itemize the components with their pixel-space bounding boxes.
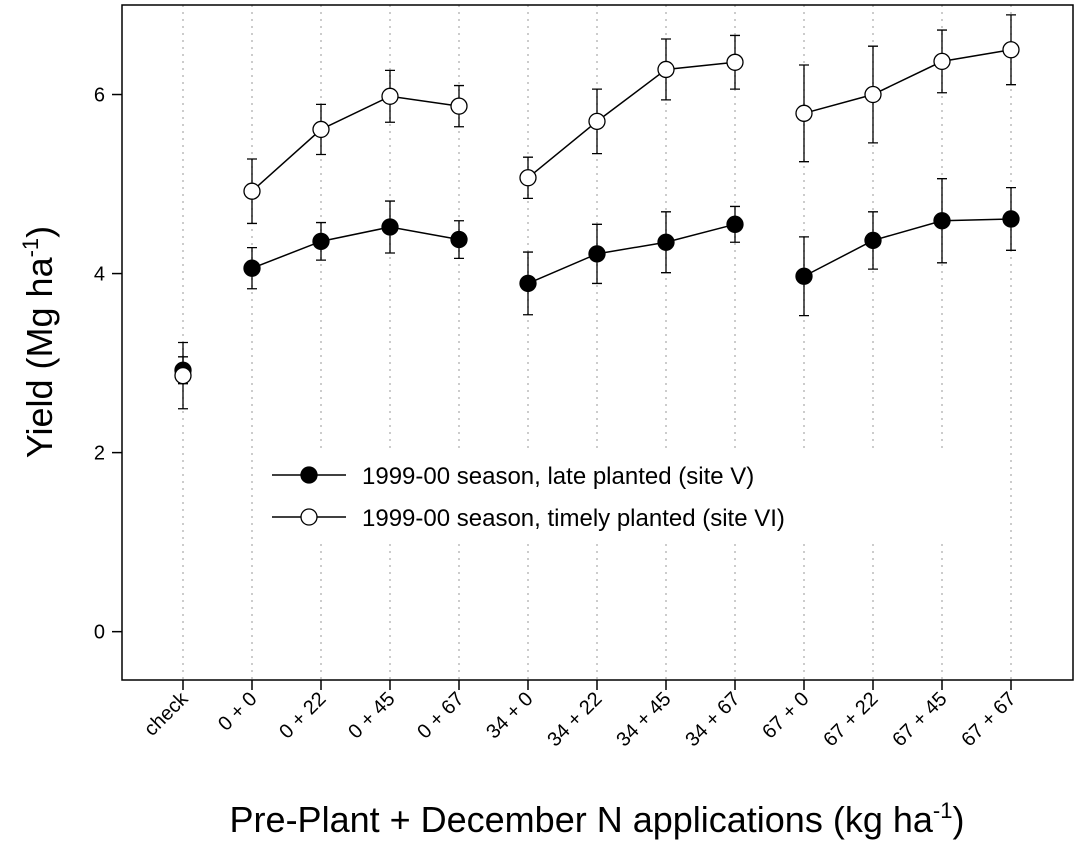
y-axis-title-text: Yield (Mg ha [19, 256, 60, 458]
marker [864, 231, 882, 250]
x-axis-title: Pre-Plant + December N applications (kg … [230, 798, 965, 840]
series-line [251, 95, 460, 192]
series-line [803, 49, 1012, 115]
marker [519, 274, 537, 293]
marker [312, 120, 330, 139]
marker [450, 97, 468, 115]
series-line [527, 223, 736, 285]
legend-label: 1999-00 season, late planted (site V) [362, 463, 754, 490]
series-line [803, 218, 1012, 277]
legend-marker [300, 466, 318, 484]
marker [243, 259, 261, 277]
x-axis-title-text: Pre-Plant + December N applications (kg … [230, 799, 934, 840]
marker [243, 182, 261, 200]
marker [1002, 210, 1020, 228]
legend-box [262, 452, 952, 544]
marker [864, 85, 882, 104]
marker [450, 230, 468, 249]
marker [381, 218, 399, 236]
marker [1002, 41, 1020, 59]
y-tick-label: 2 [94, 443, 105, 465]
marker [726, 215, 744, 233]
y-tick-label: 4 [94, 264, 105, 286]
legend-label: 1999-00 season, timely planted (site VI) [362, 505, 785, 532]
marker [933, 52, 951, 71]
marker [588, 112, 606, 131]
marker [174, 366, 192, 385]
marker [726, 53, 744, 71]
marker [657, 233, 675, 251]
marker [519, 169, 537, 187]
x-axis-title-close: ) [952, 799, 964, 840]
y-tick-label: 6 [94, 85, 105, 107]
y-axis-title: Yield (Mg ha-1) [18, 226, 60, 458]
plot-frame [121, 4, 1074, 681]
marker [933, 212, 951, 230]
y-axis-title-sup: -1 [18, 238, 43, 258]
series-line [251, 226, 460, 269]
marker [381, 87, 399, 105]
marker [588, 245, 606, 263]
x-axis-title-sup: -1 [933, 798, 953, 823]
marker [657, 60, 675, 79]
legend-marker [300, 508, 318, 526]
series-line [527, 61, 736, 179]
y-tick-label: 0 [94, 622, 105, 644]
marker [795, 267, 813, 285]
marker [312, 232, 330, 250]
marker [795, 104, 813, 122]
y-axis-title-close: ) [19, 226, 60, 238]
